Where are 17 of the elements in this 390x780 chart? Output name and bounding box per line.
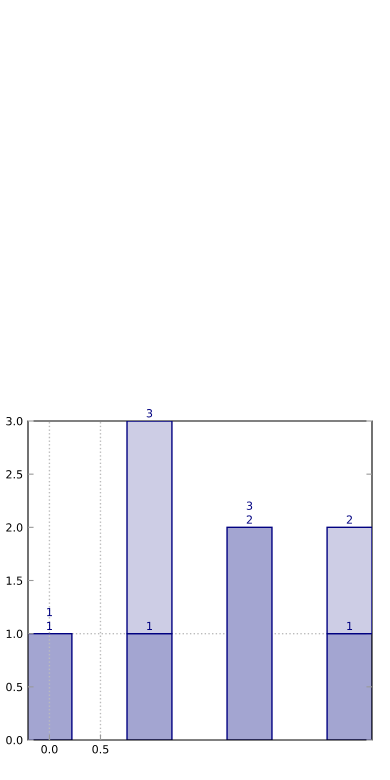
annotation: 1: [347, 622, 352, 630]
y-tick-label: 1.0: [6, 630, 22, 638]
y-tick-label: 0.5: [6, 682, 22, 692]
annotation: 1: [47, 608, 52, 616]
annotation: 3: [246, 502, 252, 510]
bar: [28, 632, 73, 740]
total-label: 3: [146, 409, 152, 418]
y-tick-label: 1.5: [6, 576, 22, 585]
y-tick-label: 2.5: [6, 470, 22, 479]
y-tick-label: 2.0: [6, 523, 22, 532]
y-tick-label: 0.0: [6, 736, 22, 744]
total-label: 2: [246, 515, 252, 524]
total-label: 1: [47, 622, 52, 630]
bar: [226, 526, 273, 740]
total-label: 2: [346, 515, 352, 524]
annotation: 1: [147, 622, 152, 630]
y-tick-label: 3.0: [6, 416, 22, 426]
